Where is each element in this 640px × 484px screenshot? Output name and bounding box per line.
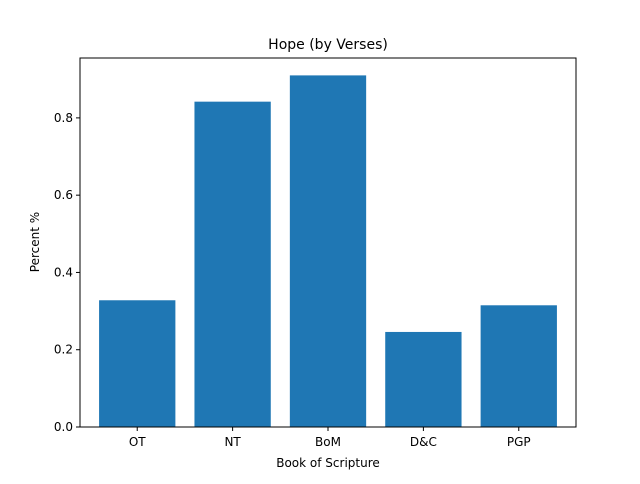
bars-layer (99, 75, 557, 428)
y-tick-label: 0.8 (54, 111, 73, 125)
x-tick-label: D&C (410, 435, 437, 449)
y-axis-ticks: 0.0 0.2 0.4 0.6 0.8 (54, 111, 80, 434)
bar-d-c (385, 331, 462, 427)
x-tick-label: BoM (315, 435, 341, 449)
bar-nt (194, 101, 271, 428)
bar-ot (99, 300, 176, 427)
x-axis-ticks: OT NT BoM D&C PGP (129, 427, 531, 449)
y-axis-label: Percent % (28, 212, 42, 272)
x-axis-label: Book of Scripture (276, 456, 380, 470)
bar-bom (289, 75, 367, 427)
y-tick-label: 0.2 (54, 343, 73, 357)
y-tick-label: 0.0 (54, 420, 73, 434)
x-tick-label: PGP (507, 435, 531, 449)
chart-title: Hope (by Verses) (268, 37, 388, 53)
bar-pgp (480, 305, 557, 427)
x-tick-label: NT (224, 435, 241, 449)
plot-frame (79, 57, 577, 428)
y-tick-label: 0.4 (54, 265, 73, 279)
x-tick-label: OT (129, 435, 146, 449)
y-tick-label: 0.6 (54, 188, 73, 202)
